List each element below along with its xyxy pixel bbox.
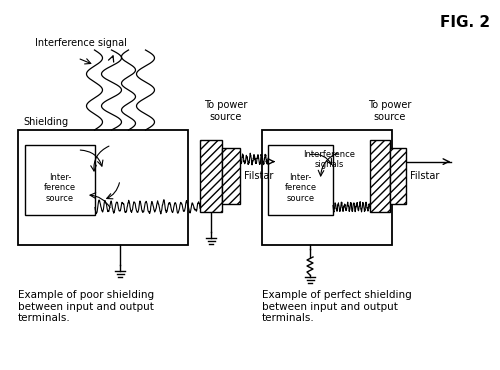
Bar xyxy=(370,140,390,212)
Bar xyxy=(25,145,95,215)
Bar xyxy=(18,130,188,245)
Text: Example of perfect shielding
between input and output
terminals.: Example of perfect shielding between inp… xyxy=(262,290,412,323)
Bar xyxy=(222,148,240,204)
Text: Inter-
ference
source: Inter- ference source xyxy=(284,173,316,203)
Bar xyxy=(262,130,392,245)
Text: Filstar: Filstar xyxy=(244,171,274,181)
Bar xyxy=(390,148,406,204)
Text: To power
source: To power source xyxy=(368,100,412,122)
Text: Inter-
ference
source: Inter- ference source xyxy=(44,173,76,203)
Text: Filstar: Filstar xyxy=(410,171,440,181)
Text: To power
source: To power source xyxy=(204,100,248,122)
Text: FIG. 2: FIG. 2 xyxy=(440,15,490,30)
Bar xyxy=(200,140,222,212)
Bar xyxy=(268,145,333,215)
Bar xyxy=(200,140,222,212)
Text: Shielding: Shielding xyxy=(23,117,68,127)
Bar xyxy=(222,148,240,204)
Text: Interference signal: Interference signal xyxy=(35,38,127,48)
Bar xyxy=(390,148,406,204)
Text: Example of poor shielding
between input and output
terminals.: Example of poor shielding between input … xyxy=(18,290,154,323)
Text: Interference
signals: Interference signals xyxy=(304,150,356,169)
Bar xyxy=(370,140,390,212)
